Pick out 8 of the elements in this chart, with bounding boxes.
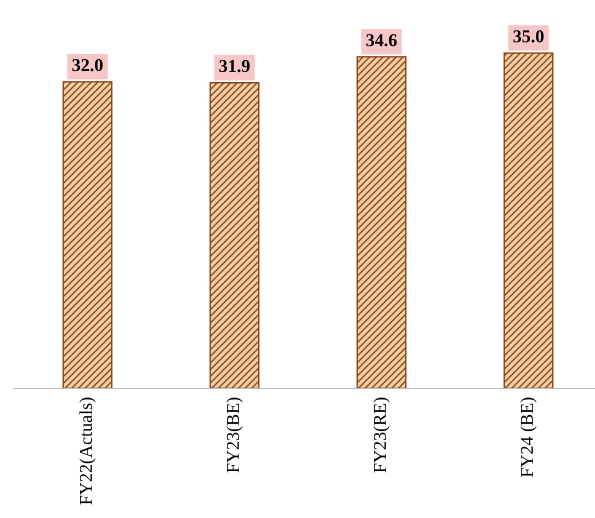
data-label: 34.6 [366, 34, 397, 46]
x-tick-label: FY22(Actuals) [79, 398, 96, 505]
data-label: 31.9 [219, 60, 250, 72]
data-label: 35.0 [513, 30, 544, 42]
x-tick-label: FY23(BE) [226, 398, 243, 473]
x-tick-label: FY24 (BE) [520, 398, 537, 478]
data-label: 32.0 [72, 58, 103, 72]
x-tick-label: FY23(RE) [373, 398, 390, 473]
